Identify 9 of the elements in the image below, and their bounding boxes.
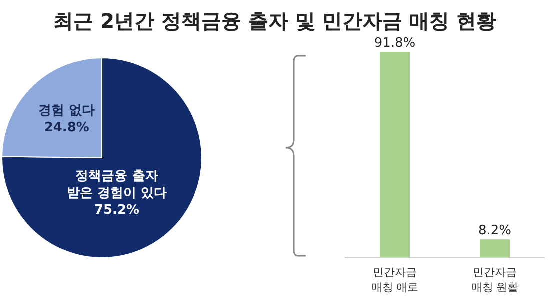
- x-tick-label: 민간자금 매칭 애로: [371, 266, 419, 294]
- x-tick-label: 민간자금 매칭 원활: [471, 266, 519, 294]
- data-label: 24.8%: [44, 120, 90, 136]
- data-label: 91.8%: [374, 36, 416, 51]
- text: 최근 2년간 정책금융 출자 및 민간자금 매칭 현황: [54, 9, 496, 33]
- slice-label: 정책금융 출자 받은 경험이 있다: [66, 169, 168, 201]
- slice-label: 경험 없다: [38, 103, 96, 118]
- data-label: 8.2%: [478, 224, 512, 239]
- data-label: 75.2%: [94, 203, 140, 218]
